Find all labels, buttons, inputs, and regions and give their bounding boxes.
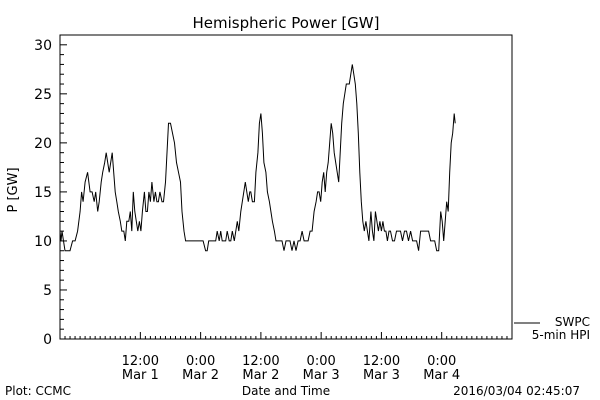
x-tick-label-time: 12:00 <box>363 354 400 369</box>
x-tick-label-date: Mar 2 <box>182 368 219 383</box>
y-tick-label: 20 <box>34 136 52 152</box>
plot-timestamp: 2016/03/04 02:45:07 <box>453 384 580 398</box>
y-axis: 0 5 10 15 20 25 30 <box>34 34 67 348</box>
y-axis-label: P [GW] <box>6 167 21 212</box>
y-tick-label: 0 <box>43 332 52 348</box>
legend-source: SWPC <box>555 315 590 329</box>
x-axis-label: Date and Time <box>242 384 330 398</box>
y-tick-label: 25 <box>34 87 52 103</box>
x-tick-label-time: 0:00 <box>186 354 215 369</box>
x-tick-label-date: Mar 4 <box>423 368 460 383</box>
x-tick-label-time: 12:00 <box>242 354 279 369</box>
legend: SWPC 5-min HPI <box>514 315 590 342</box>
plot-frame <box>59 34 513 340</box>
x-tick-label-date: Mar 2 <box>242 368 279 383</box>
x-tick-label-date: Mar 3 <box>363 368 400 383</box>
series-line-5-min-hpi <box>59 64 456 252</box>
chart-title: Hemispheric Power [GW] <box>193 14 380 32</box>
x-tick-label-time: 12:00 <box>122 354 159 369</box>
x-tick-label-date: Mar 1 <box>122 368 159 383</box>
y-tick-label: 15 <box>34 185 52 201</box>
y-tick-label: 10 <box>34 234 52 250</box>
x-tick-label-time: 0:00 <box>427 354 456 369</box>
y-tick-label: 5 <box>43 283 52 299</box>
x-tick-label-date: Mar 3 <box>303 368 340 383</box>
plot-credit: Plot: CCMC <box>5 384 71 398</box>
legend-series: 5-min HPI <box>532 328 590 342</box>
x-tick-label-time: 0:00 <box>307 354 336 369</box>
y-tick-label: 30 <box>34 38 52 54</box>
